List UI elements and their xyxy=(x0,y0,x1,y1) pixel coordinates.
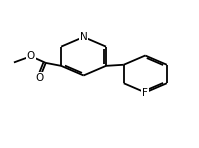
Text: F: F xyxy=(142,87,148,98)
Text: O: O xyxy=(27,51,35,61)
Text: N: N xyxy=(80,32,87,42)
Text: O: O xyxy=(36,73,44,83)
